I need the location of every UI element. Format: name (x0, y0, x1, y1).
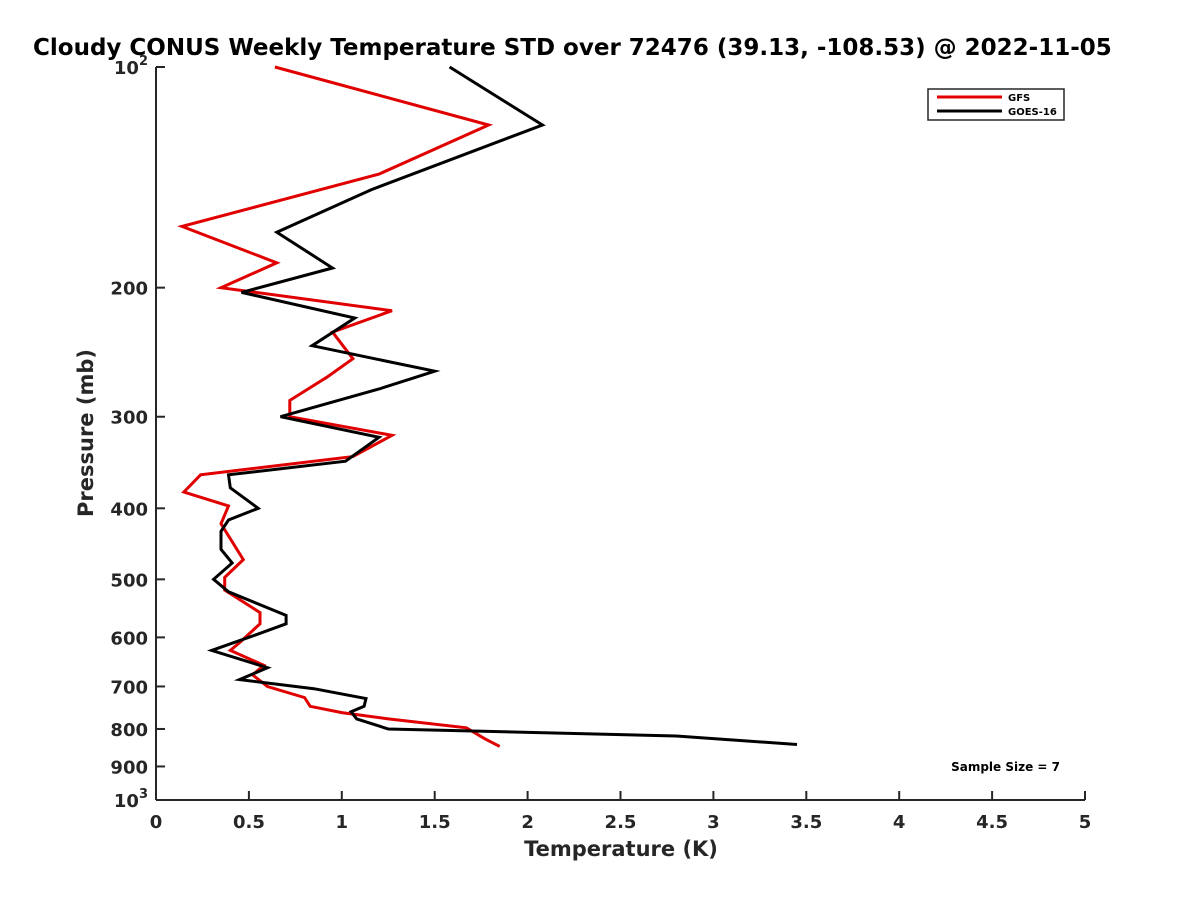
legend-label-gfs: GFS (1008, 93, 1030, 104)
y-tick-label: 700 (110, 677, 148, 698)
x-tick-label: 0.5 (233, 812, 265, 833)
x-tick-label: 3.5 (790, 812, 822, 833)
y-tick-label: 300 (110, 408, 148, 429)
y-axis-label: Pressure (mb) (74, 349, 98, 517)
x-tick-label: 2 (521, 812, 534, 833)
x-tick-label: 2.5 (605, 812, 637, 833)
series-line-goes-16 (206, 65, 798, 746)
x-tick-label: 1 (336, 812, 349, 833)
y-tick-label: 103 (114, 787, 148, 812)
legend-label-goes-16: GOES-16 (1008, 107, 1057, 118)
y-tick-label: 102 (114, 54, 148, 79)
y-tick-label: 200 (110, 279, 148, 300)
y-tick-label: 600 (110, 628, 148, 649)
x-axis-label: Temperature (K) (524, 837, 718, 861)
x-tick-label: 3 (707, 812, 720, 833)
plot-area (155, 67, 1085, 801)
legend-box (927, 88, 1065, 121)
sample-size-annotation: Sample Size = 7 (951, 760, 1060, 774)
x-tick-label: 4.5 (976, 812, 1008, 833)
y-tick-label: 900 (110, 757, 148, 778)
x-tick-label: 5 (1079, 812, 1092, 833)
x-tick-label: 0 (150, 812, 163, 833)
chart-title: Cloudy CONUS Weekly Temperature STD over… (33, 35, 1112, 61)
x-tick-label: 1.5 (419, 812, 451, 833)
series-layer (177, 65, 798, 748)
x-tick-label: 4 (893, 812, 906, 833)
y-tick-label: 400 (110, 499, 148, 520)
legend: GFS GOES-16 (927, 88, 1065, 121)
y-tick-label: 500 (110, 570, 148, 591)
y-tick-label: 800 (110, 720, 148, 741)
y-axis-ticks: 102 200 300 400 500 600 700 800 900 103 (110, 54, 165, 812)
x-axis-ticks: 0 0.5 1 1.5 2 2.5 3 3.5 4 4.5 5 (150, 791, 1092, 833)
series-line-gfs (177, 65, 501, 748)
